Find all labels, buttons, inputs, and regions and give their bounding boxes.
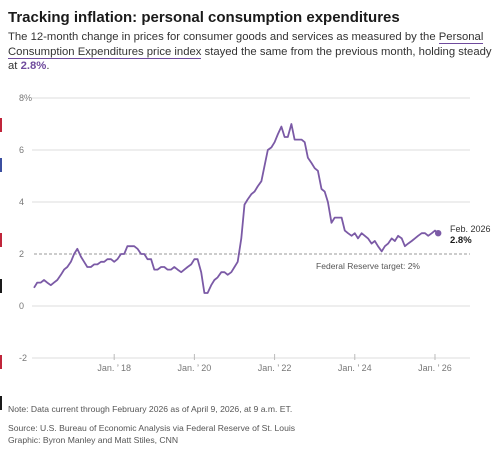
pce-series-line (33, 123, 439, 294)
y-tick-label: 8% (19, 93, 32, 103)
edge-color-mark (0, 233, 2, 247)
y-tick-label: 2 (19, 249, 24, 259)
x-tick-label: Jan. ’ 20 (178, 363, 212, 373)
chart-subtitle: The 12-month change in prices for consum… (8, 30, 496, 74)
x-tick-label: Jan. ’ 22 (258, 363, 292, 373)
subtitle-text-2: stayed the same from the previous month,… (8, 45, 492, 73)
y-tick-label: 4 (19, 197, 24, 207)
x-tick-label: Jan. ’ 24 (338, 363, 372, 373)
label-layer: -2 0 2 4 6 8% Jan. ’ 18 Jan. ’ 20 Jan. ’ 22 Jan. … (19, 93, 491, 373)
fed-target-label: Federal Reserve target: 2% (316, 261, 420, 271)
subtitle-value: 2.8% (20, 60, 47, 72)
edge-color-mark (0, 158, 2, 172)
edge-color-mark (0, 396, 2, 410)
series-layer (33, 123, 442, 294)
grid-layer (32, 97, 470, 360)
subtitle-text-3: . (46, 60, 50, 72)
end-annotation-date: Feb. 2026 (450, 224, 491, 234)
x-tick-label: Jan. ’ 18 (97, 363, 131, 373)
x-tick-label: Jan. ’ 26 (418, 363, 452, 373)
edge-color-mark (0, 279, 2, 293)
y-tick-label: -2 (19, 353, 27, 363)
end-annotation-value: 2.8% (450, 235, 472, 246)
footer-source: Source: U.S. Bureau of Economic Analysis… (8, 423, 296, 433)
pce-index-link[interactable]: Personal Consumption Expenditures price … (8, 31, 484, 59)
pce-latest-point (434, 230, 442, 237)
edge-color-mark (0, 118, 2, 132)
edge-color-mark (0, 355, 2, 369)
y-tick-label: 6 (19, 145, 24, 155)
y-tick-label: 0 (19, 301, 24, 311)
footer-note: Note: Data current through February 2026… (8, 404, 293, 414)
footer-credit: Graphic: Byron Manley and Matt Stiles, C… (8, 435, 179, 445)
subtitle-text-1: The 12-month change in prices for consum… (8, 31, 439, 43)
chart-title: Tracking inflation: personal consumption… (8, 9, 400, 26)
